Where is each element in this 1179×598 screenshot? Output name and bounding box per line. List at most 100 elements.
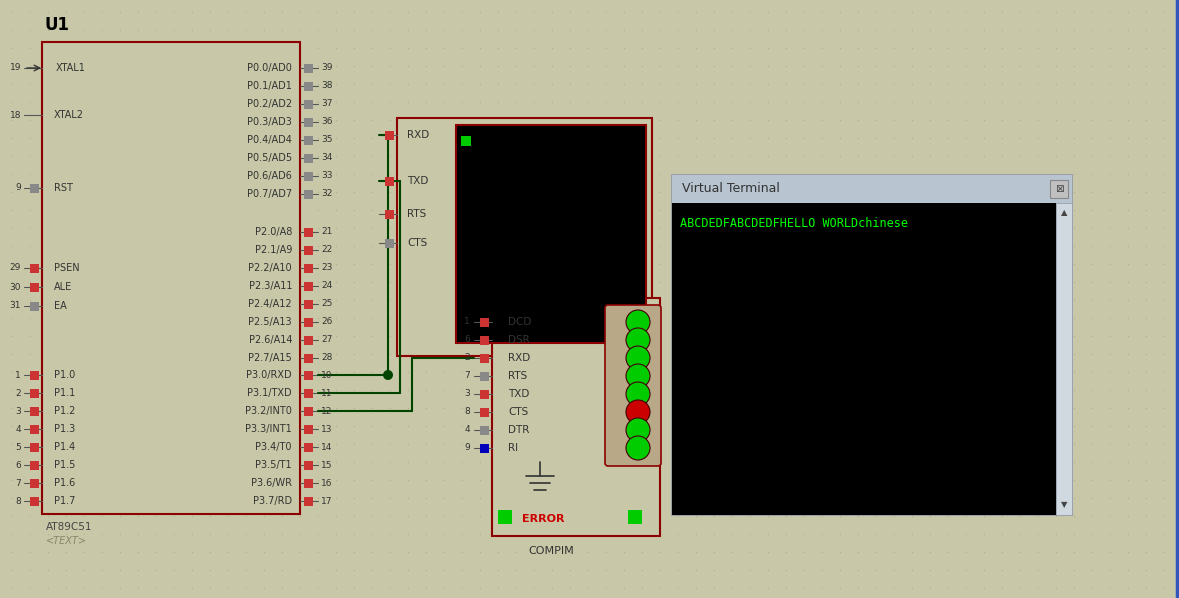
Point <box>975 313 994 323</box>
Point <box>327 169 345 179</box>
Point <box>1065 511 1084 521</box>
Point <box>975 277 994 287</box>
Text: P1.1: P1.1 <box>54 388 75 398</box>
Point <box>758 457 777 467</box>
Point <box>849 367 868 377</box>
Point <box>20 457 39 467</box>
Point <box>614 97 633 107</box>
Point <box>1010 151 1029 161</box>
Point <box>129 529 147 539</box>
Point <box>272 331 291 341</box>
Point <box>165 151 184 161</box>
Point <box>795 457 814 467</box>
Point <box>849 583 868 593</box>
Point <box>849 295 868 305</box>
Point <box>146 439 165 448</box>
Point <box>525 277 544 287</box>
Point <box>705 115 724 125</box>
Point <box>2 313 21 323</box>
Point <box>705 7 724 17</box>
Point <box>272 385 291 395</box>
Point <box>686 331 705 341</box>
Point <box>344 241 363 251</box>
Point <box>597 61 615 71</box>
Point <box>633 169 652 179</box>
Point <box>812 115 831 125</box>
Point <box>399 385 417 395</box>
Point <box>363 457 382 467</box>
Point <box>93 7 112 17</box>
Point <box>921 439 940 448</box>
Point <box>1010 565 1029 575</box>
Point <box>435 475 454 485</box>
Point <box>705 421 724 431</box>
Point <box>111 79 130 89</box>
Point <box>488 43 507 53</box>
Point <box>740 97 759 107</box>
Point <box>542 43 561 53</box>
Point <box>111 421 130 431</box>
Text: P2.5/A13: P2.5/A13 <box>249 317 292 327</box>
Point <box>579 61 598 71</box>
Point <box>668 61 687 71</box>
Point <box>416 133 435 143</box>
Point <box>111 115 130 125</box>
Point <box>507 583 526 593</box>
Point <box>975 241 994 251</box>
Point <box>2 133 21 143</box>
Bar <box>480 318 488 327</box>
Point <box>795 187 814 197</box>
Point <box>309 7 328 17</box>
Point <box>686 565 705 575</box>
Point <box>381 115 400 125</box>
Point <box>57 277 75 287</box>
Point <box>1047 349 1066 359</box>
Point <box>399 439 417 448</box>
Point <box>633 61 652 71</box>
Point <box>903 367 922 377</box>
Point <box>399 187 417 197</box>
Point <box>1082 241 1101 251</box>
Bar <box>303 227 312 236</box>
Point <box>470 529 489 539</box>
Point <box>183 151 202 161</box>
Point <box>165 529 184 539</box>
Point <box>290 493 309 503</box>
Point <box>327 133 345 143</box>
Point <box>1137 97 1155 107</box>
Point <box>2 259 21 269</box>
Point <box>363 313 382 323</box>
Point <box>309 331 328 341</box>
Point <box>488 385 507 395</box>
Point <box>129 277 147 287</box>
Point <box>146 169 165 179</box>
Point <box>20 259 39 269</box>
Point <box>614 295 633 305</box>
Point <box>1028 151 1047 161</box>
Point <box>272 61 291 71</box>
Point <box>183 223 202 233</box>
Point <box>165 79 184 89</box>
Point <box>921 385 940 395</box>
Point <box>507 25 526 35</box>
Point <box>74 547 93 557</box>
Text: RTS: RTS <box>508 371 527 381</box>
Point <box>309 295 328 305</box>
Point <box>237 7 256 17</box>
Point <box>867 583 885 593</box>
Point <box>2 97 21 107</box>
Point <box>507 529 526 539</box>
Point <box>200 277 219 287</box>
Point <box>290 403 309 413</box>
Point <box>399 25 417 35</box>
Text: P0.5/AD5: P0.5/AD5 <box>246 153 292 163</box>
Point <box>830 511 849 521</box>
Point <box>975 421 994 431</box>
Point <box>867 223 885 233</box>
Point <box>200 493 219 503</box>
Point <box>525 295 544 305</box>
Point <box>614 403 633 413</box>
Point <box>470 223 489 233</box>
Point <box>129 385 147 395</box>
Point <box>705 25 724 35</box>
